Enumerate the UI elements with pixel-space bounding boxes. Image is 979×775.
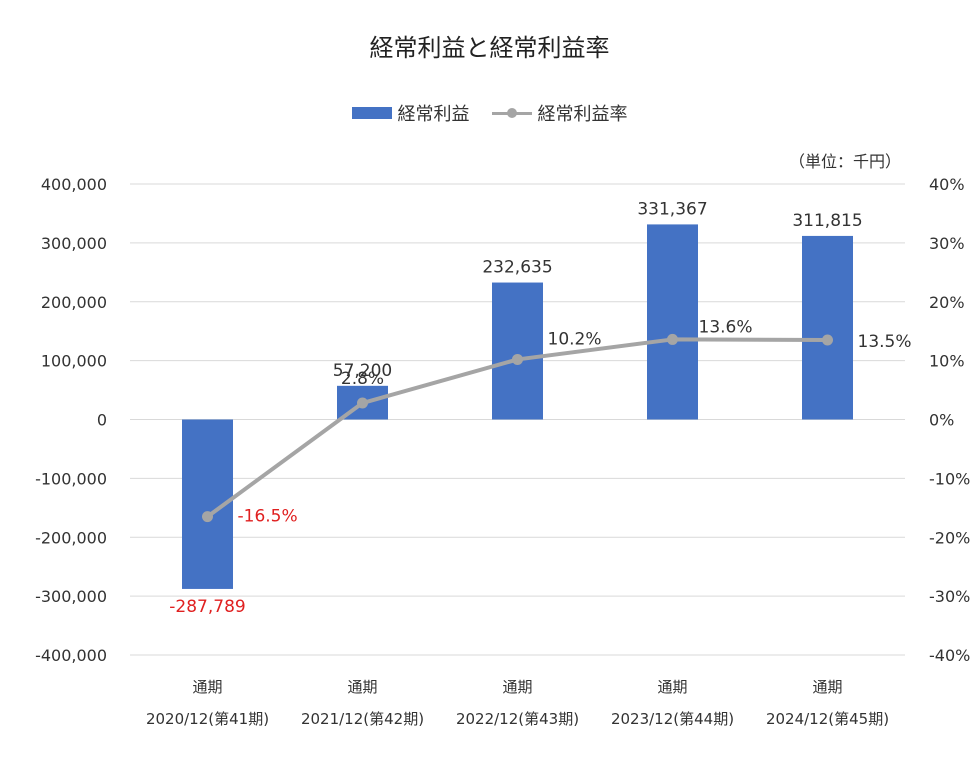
legend-item-bar: 経常利益	[351, 100, 470, 126]
line-point	[357, 397, 368, 409]
bar-series	[182, 224, 853, 589]
line-data-label: 10.2%	[548, 329, 602, 349]
x-tick-label-bottom: 2023/12(第44期)	[611, 710, 734, 728]
line-point	[512, 353, 523, 365]
x-tick-label-bottom: 2020/12(第41期)	[146, 710, 269, 728]
right-tick-label: 10%	[929, 352, 965, 371]
x-tick-label-top: 通期	[657, 678, 687, 696]
right-tick-label: -30%	[929, 587, 970, 606]
line-data-label: 2.8%	[341, 369, 384, 389]
line-data-label: -16.5%	[238, 507, 298, 527]
right-tick-label: -40%	[929, 646, 970, 665]
legend-item-line: 経常利益率	[491, 100, 628, 126]
legend-bar-swatch	[351, 107, 392, 119]
bar-data-label: 232,635	[482, 258, 552, 278]
right-axis-ticks: 40% 30% 20% 10% 0% -10% -20% -30% -40%	[929, 175, 970, 665]
right-tick-label: 30%	[929, 234, 965, 253]
right-tick-label: -20%	[929, 528, 970, 547]
line-data-label: 13.5%	[858, 332, 912, 352]
x-tick-label-top: 通期	[812, 678, 842, 696]
chart-legend: 経常利益 経常利益率	[0, 100, 979, 126]
line-data-label: 13.6%	[699, 317, 753, 337]
legend-line-swatch	[491, 107, 532, 119]
x-tick-label-bottom: 2022/12(第43期)	[456, 710, 579, 728]
x-tick-label-bottom: 2024/12(第45期)	[766, 710, 889, 728]
chart-title: 経常利益と経常利益率	[369, 34, 610, 62]
bar-data-label: 331,367	[637, 199, 707, 219]
left-axis-ticks: 400,000 300,000 200,000 100,000 0 -100,000 -20…	[35, 175, 107, 665]
left-tick-label: -400,000	[35, 646, 107, 665]
x-tick-label-top: 通期	[502, 678, 532, 696]
line-point	[822, 334, 833, 346]
left-tick-label: 100,000	[41, 352, 107, 371]
data-labels: -287,789 57,200 232,635 331,367 311,815 -16.5…	[169, 199, 911, 617]
line-series	[202, 333, 833, 523]
bar	[647, 224, 698, 420]
legend-label-line: 経常利益率	[537, 104, 628, 125]
left-tick-label: -200,000	[35, 528, 107, 547]
right-tick-label: 20%	[929, 293, 965, 312]
left-tick-label: -300,000	[35, 587, 107, 606]
bar-data-label: 57,200	[333, 361, 392, 381]
bar-data-label: 311,815	[792, 211, 862, 231]
line-point	[667, 333, 678, 345]
bar-data-label: -287,789	[169, 597, 245, 617]
right-tick-label: -10%	[929, 469, 970, 488]
x-tick-label-bottom: 2021/12(第42期)	[301, 710, 424, 728]
unit-note: （単位：千円）	[788, 152, 901, 171]
left-tick-label: 300,000	[41, 234, 107, 253]
legend-label-bar: 経常利益	[397, 104, 470, 125]
left-tick-label: 0	[97, 411, 107, 430]
right-tick-label: 40%	[929, 175, 965, 194]
bar	[802, 235, 853, 420]
x-tick-label-top: 通期	[347, 678, 377, 696]
line-point	[202, 511, 213, 523]
left-tick-label: 200,000	[41, 293, 107, 312]
x-tick-label-top: 通期	[192, 678, 222, 696]
x-axis-labels: 通期 2020/12(第41期) 通期 2021/12(第42期) 通期 2022/12(…	[146, 678, 889, 728]
right-tick-label: 0%	[929, 411, 954, 430]
left-tick-label: -100,000	[35, 469, 107, 488]
bar	[492, 282, 543, 420]
left-tick-label: 400,000	[41, 175, 107, 194]
